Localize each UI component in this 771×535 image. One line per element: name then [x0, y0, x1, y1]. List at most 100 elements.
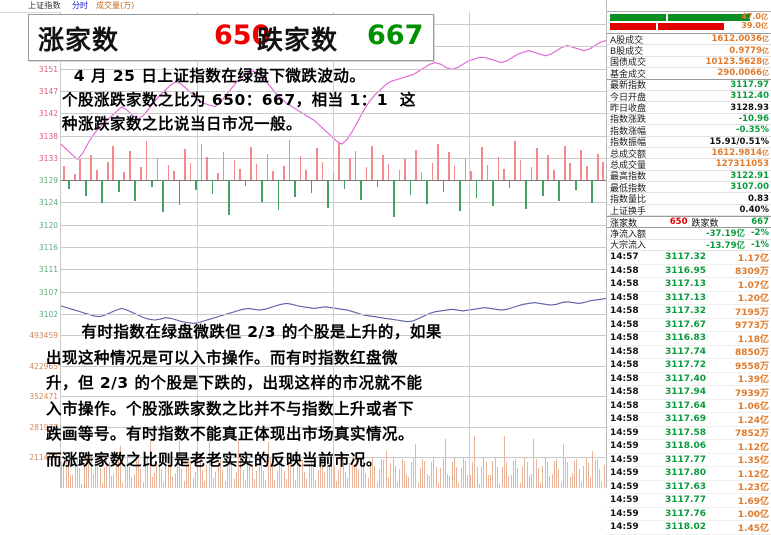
volume-bar: [353, 465, 355, 488]
volume-bar: [394, 465, 396, 488]
volume-bar: [310, 458, 312, 488]
volume-bar: [254, 479, 256, 488]
volume-bar: [108, 462, 110, 488]
tick-row[interactable]: 14:58 3117.64 1.06亿: [607, 400, 771, 414]
tick-volume: 1.12亿: [737, 442, 769, 453]
data-row-value: 1612.9814亿: [711, 148, 769, 159]
volume-bar: [571, 473, 573, 488]
symbol-label: 上证指数: [28, 1, 61, 10]
volume-bar: [170, 462, 171, 488]
data-row-value: -0.35%: [735, 125, 769, 136]
volume-bar: [369, 462, 371, 488]
volume-bar: [133, 473, 135, 488]
tick-row[interactable]: 14:58 3116.95 8309万: [607, 265, 771, 279]
data-row-label: 指数涨幅: [610, 126, 647, 137]
tick-price: 3117.13: [665, 279, 706, 290]
tick-row[interactable]: 14:59 3118.02 1.45亿: [607, 521, 771, 535]
data-row-label: 最高指数: [610, 172, 647, 183]
tick-row[interactable]: 14:57 3117.32 1.17亿: [607, 251, 771, 265]
tick-time: 14:58: [610, 387, 639, 398]
panel-advance-decline-row: 涨家数 650 跌家数 667: [607, 216, 771, 229]
left-axis-tick: 3133: [38, 153, 58, 163]
tick-row[interactable]: 14:58 3117.69 1.24亿: [607, 413, 771, 427]
volume-bar: [285, 479, 287, 488]
volume-bar: [424, 460, 426, 488]
tick-row[interactable]: 14:59 3117.77 1.69亿: [607, 494, 771, 508]
tick-row[interactable]: 14:59 3117.63 1.23亿: [607, 481, 771, 495]
mode-label[interactable]: 分时: [72, 1, 88, 10]
volume-bar: [428, 476, 430, 488]
volume-bar: [365, 472, 367, 488]
tick-row[interactable]: 14:59 3117.80 1.12亿: [607, 467, 771, 481]
tick-price: 3117.94: [665, 387, 706, 398]
data-row: 总成交量 127311053: [607, 159, 771, 171]
left-axis-tick: 3116: [38, 243, 58, 252]
volume-bar: [263, 470, 265, 488]
tick-row[interactable]: 14:59 3117.77 1.35亿: [607, 454, 771, 468]
data-row-value: 10123.5628亿: [705, 56, 769, 67]
tick-row[interactable]: 14:59 3117.76 1.00亿: [607, 508, 771, 522]
volume-bar: [67, 461, 69, 488]
tick-row[interactable]: 14:58 3117.67 9773万: [607, 319, 771, 333]
breadth-bar: [503, 168, 505, 180]
volume-bar: [272, 464, 274, 488]
tick-list[interactable]: 14:57 3117.32 1.17亿 14:58 3116.95 8309万 14:58 3…: [607, 251, 771, 535]
volume-bar: [501, 467, 503, 488]
breadth-bar: [84, 180, 87, 197]
tick-volume: 1.06亿: [737, 402, 769, 413]
left-axis-tick: 3120: [38, 220, 58, 230]
volume-bar: [553, 460, 555, 488]
breadth-bar: [486, 165, 489, 180]
volume-bar: [492, 461, 494, 488]
tick-price: 3118.02: [665, 522, 706, 533]
data-row: B股成交 0.9779亿: [607, 45, 771, 57]
volume-bar: [578, 468, 580, 488]
volume-bar: [385, 451, 387, 488]
tick-row[interactable]: 14:58 3117.94 7939万: [607, 386, 771, 400]
tick-row[interactable]: 14:59 3117.58 7852万: [607, 427, 771, 441]
tick-time: 14:58: [610, 400, 639, 411]
breadth-bar: [112, 145, 115, 180]
tick-row[interactable]: 14:58 3117.13 1.07亿: [607, 278, 771, 292]
data-row-label: 最新指数: [610, 81, 647, 92]
tick-volume: 1.45亿: [737, 523, 769, 534]
left-axis-tick: 3107: [38, 287, 58, 297]
tick-row[interactable]: 14:58 3117.40 1.39亿: [607, 373, 771, 387]
volume-bar: [101, 483, 103, 488]
volume-bar: [419, 468, 421, 488]
volume-bar: [397, 482, 399, 488]
data-row: 今日开盘 3112.40: [607, 91, 771, 103]
tick-row[interactable]: 14:58 3116.83 1.18亿: [607, 332, 771, 346]
volume-bar: [338, 469, 340, 488]
breadth-bar: [415, 150, 417, 180]
breadth-bar: [354, 151, 357, 180]
data-row-value: 0.83: [748, 193, 769, 204]
tick-row[interactable]: 14:58 3117.13 1.20亿: [607, 292, 771, 306]
volume-bar: [160, 468, 162, 488]
tick-row[interactable]: 14:58 3117.32 7195万: [607, 305, 771, 319]
breadth-bar: [459, 180, 461, 212]
volume-bar: [163, 481, 165, 488]
tick-row[interactable]: 14:58 3117.74 8850万: [607, 346, 771, 360]
left-axis-tick: 3102: [38, 309, 58, 319]
breadth-bar: [343, 180, 346, 190]
volume-bar: [215, 472, 217, 488]
tick-row[interactable]: 14:59 3118.06 1.12亿: [607, 440, 771, 454]
volume-bar: [549, 476, 551, 488]
breadth-bar: [552, 169, 555, 180]
tick-row[interactable]: 14:58 3117.72 9558万: [607, 359, 771, 373]
tick-time: 14:59: [610, 454, 639, 465]
breadth-bar: [442, 180, 445, 192]
volume-bar: [467, 474, 469, 488]
left-volume-tick: 352471: [29, 392, 58, 401]
data-row: 总成交额 1612.9814亿: [607, 148, 771, 160]
tick-volume: 7939万: [734, 388, 769, 399]
annotation-text-bottom: 有时指数在绿盘微跌但 2/3 的个股是上升的，如果 出现这种情况是可以入市操作。…: [46, 323, 442, 469]
tick-volume: 1.69亿: [737, 496, 769, 507]
tick-price: 3117.13: [665, 292, 706, 303]
breadth-bar: [101, 180, 104, 203]
breadth-bar: [123, 171, 126, 180]
volume-bar: [417, 482, 419, 488]
volume-bar: [79, 467, 81, 488]
volume-bar: [456, 466, 458, 488]
